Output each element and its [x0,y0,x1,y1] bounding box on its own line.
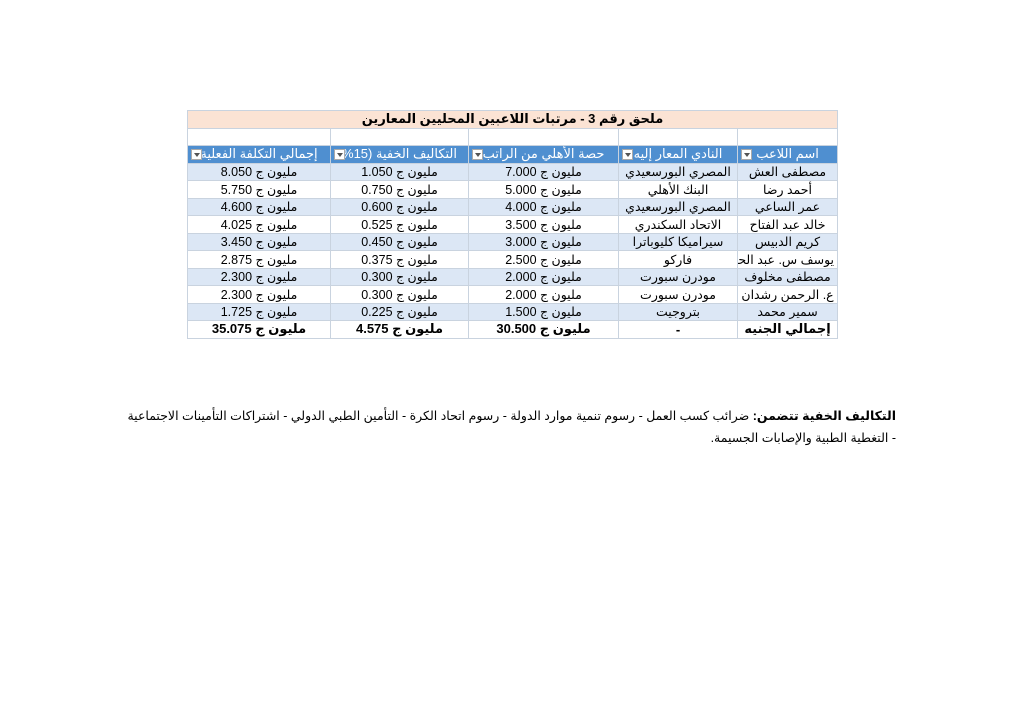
table-cell: مليون ج 5.750 [186,180,332,199]
filter-dropdown-icon[interactable] [472,149,484,160]
table-row: ع. الرحمن رشدان مودرن سبورت مليون ج 2.000 م… [186,285,839,304]
table-cell: مليون ج 2.500 [468,250,620,269]
table-row: يوسف س. عبد الحفيظفاركومليون ج 2.500مليو… [186,250,839,269]
table-cell: عمر الساعي [737,197,839,216]
table-cell: بتروجيت [618,302,739,321]
table-cell: مليون ج 0.600 [330,197,470,216]
table-cell: مليون ج 3.000 [468,232,620,251]
table-cell: المصري البورسعيدي [618,197,739,216]
total-row: إجمالي الجنيه - مليون ج 30.500 مليون ج 4.57… [186,320,839,339]
note-text: ضرائب كسب العمل - رسوم تنمية موارد الدول… [127,409,896,445]
table-cell: مليون ج 0.450 [330,232,470,251]
loaned-players-salary-table: ملحق رقم 3 - مرتبات اللاعبين المحليين ال… [186,110,839,339]
table-cell: مليون ج 0.750 [330,180,470,199]
table-cell: مليون ج 1.725 [186,302,332,321]
column-header: التكاليف الخفية (15% [330,145,470,164]
table-cell: مليون ج 1.500 [468,302,620,321]
column-header: حصة الأهلي من الراتب [468,145,620,164]
table-cell: مليون ج 0.300 [330,267,470,286]
blank-cell [618,127,739,146]
column-header: اسم اللاعب [737,145,839,164]
table-cell: كريم الدبيس [737,232,839,251]
blank-cell [330,127,470,146]
hidden-costs-note: التكاليف الخفية تتضمن: ضرائب كسب العمل -… [120,405,896,449]
table-cell: أحمد رضا [737,180,839,199]
total-cell: مليون ج 35.075 [186,320,332,339]
table-cell: مليون ج 2.300 [186,285,332,304]
table-row: أحمد رضا البنك الأهلي مليون ج 5.000 مليون ج… [186,180,839,199]
blank-cell [186,127,332,146]
blank-cell [468,127,620,146]
table-cell: خالد عبد الفتاح [737,215,839,234]
note-label: التكاليف الخفية تتضمن: [752,409,896,423]
column-header: إجمالي التكلفة الفعلية [186,145,332,164]
table-cell: مليون ج 0.300 [330,285,470,304]
table-cell: ع. الرحمن رشدان [737,285,839,304]
table-cell: البنك الأهلي [618,180,739,199]
table-row: مصطفى العش المصري البورسعيدي مليون ج 7.000… [186,162,839,181]
table-cell: مليون ج 3.450 [186,232,332,251]
table-cell: مصطفى مخلوف [737,267,839,286]
total-cell: مليون ج 30.500 [468,320,620,339]
total-cell: - [618,320,739,339]
filter-dropdown-icon[interactable] [622,149,634,160]
table-cell: مليون ج 2.300 [186,267,332,286]
table-cell: مليون ج 5.000 [468,180,620,199]
table-cell: سمير محمد [737,302,839,321]
column-header-label: حصة الأهلي من الراتب [482,146,605,162]
table-row: خالد عبد الفتاح الاتحاد السكندري مليون ج 3… [186,215,839,234]
table-cell: مليون ج 8.050 [186,162,332,181]
table-cell: مليون ج 2.000 [468,285,620,304]
table-cell: مليون ج 4.025 [186,215,332,234]
table-cell: فاركو [618,250,739,269]
blank-cell [737,127,839,146]
table-cell: الاتحاد السكندري [618,215,739,234]
table-cell: مليون ج 0.525 [330,215,470,234]
table-cell: المصري البورسعيدي [618,162,739,181]
total-cell: إجمالي الجنيه [737,320,839,339]
table-cell: مليون ج 0.225 [330,302,470,321]
table-cell: مليون ج 4.000 [468,197,620,216]
table-cell: مليون ج 2.000 [468,267,620,286]
filter-dropdown-icon[interactable] [334,149,346,160]
table-cell: مليون ج 3.500 [468,215,620,234]
table-cell: مودرن سبورت [618,267,739,286]
table-row: كريم الدبيس سيراميكا كليوباترا مليون ج 3.0… [186,232,839,251]
column-header-label: إجمالي التكلفة الفعلية [200,146,318,162]
table-row: مصطفى مخلوف مودرن سبورت مليون ج 2.000 مليون… [186,267,839,286]
total-cell: مليون ج 4.575 [330,320,470,339]
table-cell: مودرن سبورت [618,285,739,304]
table-cell: مليون ج 1.050 [330,162,470,181]
table-cell: مليون ج 2.875 [186,250,332,269]
table-row: سمير محمد بتروجيت مليون ج 1.500 مليون ج 0.2… [186,302,839,321]
table-row: عمر الساعي المصري البورسعيدي مليون ج 4.000… [186,197,839,216]
table-cell: مصطفى العش [737,162,839,181]
filter-dropdown-icon[interactable] [191,149,202,160]
column-header-label: التكاليف الخفية (15% [342,146,458,162]
table-title: ملحق رقم 3 - مرتبات اللاعبين المحليين ال… [186,110,839,129]
column-header-label: اسم اللاعب [756,146,819,162]
column-header-label: النادي المعار إليه [633,146,723,162]
table-cell: مليون ج 4.600 [186,197,332,216]
table-cell: يوسف س. عبد الحفيظ [737,250,839,269]
column-header: النادي المعار إليه [618,145,739,164]
table-cell: سيراميكا كليوباترا [618,232,739,251]
table-cell: مليون ج 7.000 [468,162,620,181]
filter-dropdown-icon[interactable] [741,149,753,160]
table-cell: مليون ج 0.375 [330,250,470,269]
